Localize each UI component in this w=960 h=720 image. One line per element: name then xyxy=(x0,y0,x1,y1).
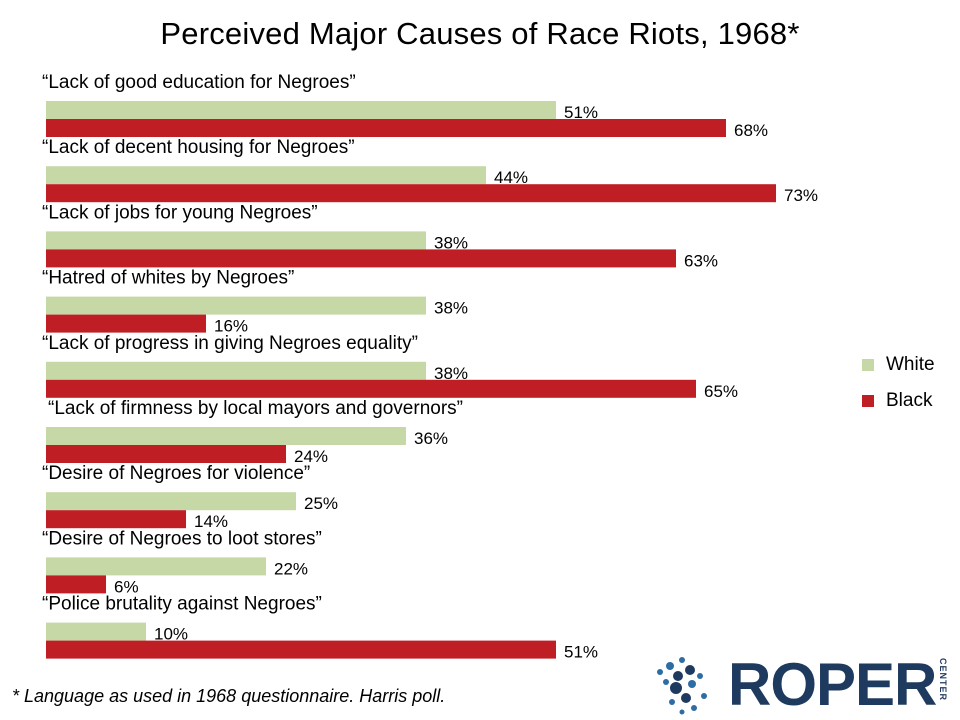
legend-label-black: Black xyxy=(886,390,933,411)
category-label: “Lack of decent housing for Negroes” xyxy=(42,137,355,158)
legend: White Black xyxy=(862,347,935,419)
data-label-black: 68% xyxy=(734,121,768,140)
legend-item-black: Black xyxy=(862,383,935,419)
chart-title: Perceived Major Causes of Race Riots, 19… xyxy=(160,16,800,51)
bar-black xyxy=(46,640,556,659)
logo-dots-icon xyxy=(657,657,707,715)
bar-white xyxy=(46,296,426,315)
category-label: “Lack of jobs for young Negroes” xyxy=(42,202,318,223)
category-label: “Hatred of whites by Negroes” xyxy=(42,268,294,289)
legend-item-white: White xyxy=(862,347,935,383)
bar-white xyxy=(46,622,146,641)
bar-black xyxy=(46,249,676,268)
data-label-white: 22% xyxy=(274,559,308,578)
data-label-black: 6% xyxy=(114,577,139,596)
bar-white xyxy=(46,361,426,380)
data-label-black: 63% xyxy=(684,251,718,270)
data-label-white: 44% xyxy=(494,168,528,187)
logo-subtext: CENTER xyxy=(938,658,948,702)
data-label-white: 25% xyxy=(304,494,338,513)
bar-black xyxy=(46,510,186,529)
data-label-white: 10% xyxy=(154,625,188,644)
logo-wordmark: ROPER xyxy=(728,651,937,718)
data-label-white: 38% xyxy=(434,233,468,252)
legend-label-white: White xyxy=(886,354,935,375)
bar-white xyxy=(46,101,556,119)
bar-black xyxy=(46,575,106,594)
bar-black xyxy=(46,119,726,137)
bar-black xyxy=(46,445,286,463)
data-label-black: 73% xyxy=(784,186,818,205)
data-label-white: 51% xyxy=(564,103,598,122)
bar-white xyxy=(46,231,426,250)
bar-white xyxy=(46,557,266,576)
category-label: “Desire of Negroes for violence” xyxy=(42,463,310,484)
bar-black xyxy=(46,314,206,333)
bar-white xyxy=(46,427,406,445)
category-label: “Lack of good education for Negroes” xyxy=(42,72,356,93)
category-label: “Lack of firmness by local mayors and go… xyxy=(48,398,463,419)
data-label-white: 38% xyxy=(434,364,468,383)
bar-black xyxy=(46,379,696,398)
category-label: “Police brutality against Negroes” xyxy=(42,594,322,615)
data-label-black: 51% xyxy=(564,643,598,662)
roper-center-logo: ROPER CENTER xyxy=(648,651,958,718)
footnote: * Language as used in 1968 questionnaire… xyxy=(12,686,446,706)
data-label-black: 65% xyxy=(704,382,738,401)
data-label-black: 16% xyxy=(214,317,248,336)
bar-white xyxy=(46,492,296,511)
legend-swatch-white xyxy=(862,359,874,371)
data-label-white: 38% xyxy=(434,299,468,318)
data-label-black: 14% xyxy=(194,512,228,531)
category-label: “Desire of Negroes to loot stores” xyxy=(42,528,322,549)
data-label-black: 24% xyxy=(294,447,328,466)
bar-white xyxy=(46,166,486,185)
category-label: “Lack of progress in giving Negroes equa… xyxy=(42,333,418,354)
bar-black xyxy=(46,184,776,203)
legend-swatch-black xyxy=(862,395,874,407)
data-label-white: 36% xyxy=(414,429,448,448)
